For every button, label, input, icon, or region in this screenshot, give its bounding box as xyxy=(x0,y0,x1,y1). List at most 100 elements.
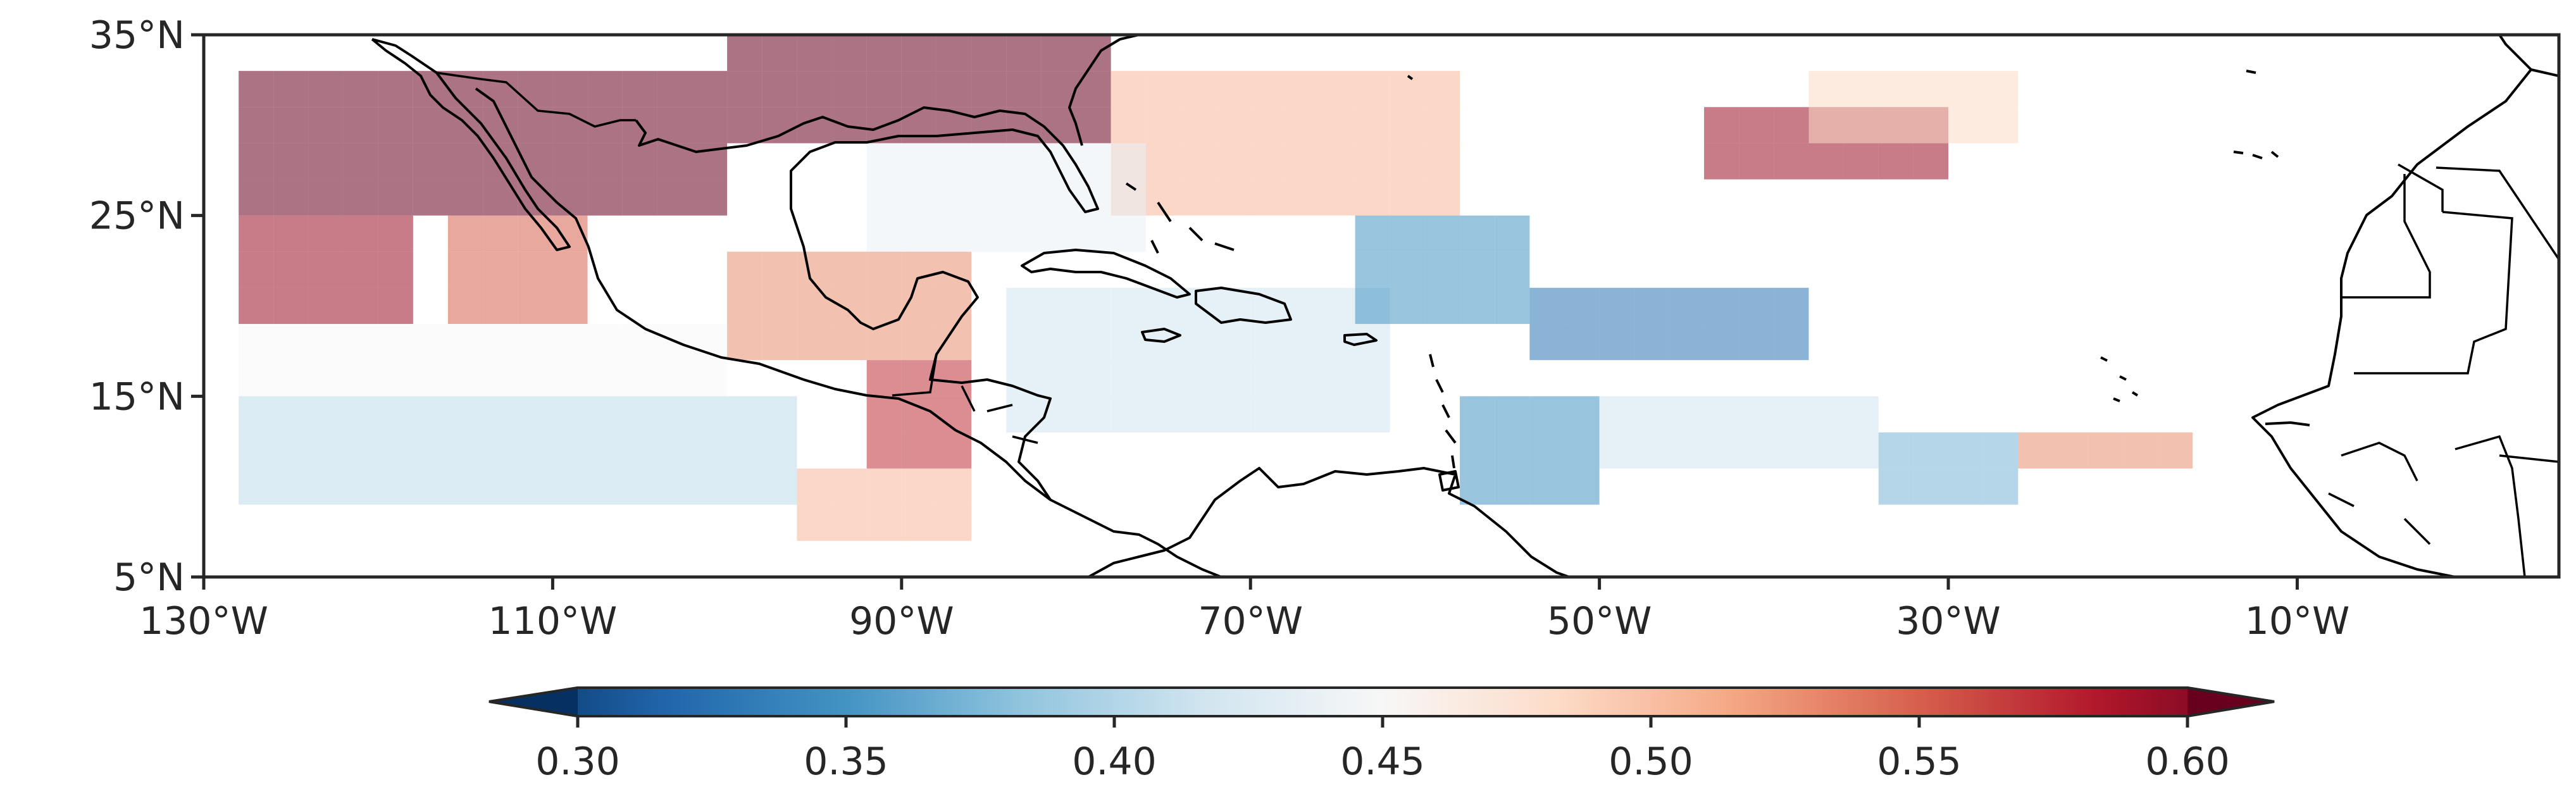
heatmap-cell xyxy=(797,287,832,325)
heatmap-cell xyxy=(1599,324,1634,361)
heatmap-cell xyxy=(1180,71,1216,108)
heatmap-cell xyxy=(622,324,657,361)
heatmap-cell xyxy=(343,251,378,288)
heatmap-cell xyxy=(1529,468,1565,505)
heatmap-cell xyxy=(866,504,902,541)
heatmap-cell xyxy=(831,504,867,541)
heatmap-cell xyxy=(901,432,936,469)
heatmap-cell xyxy=(1808,432,1844,469)
heatmap-cell xyxy=(1250,143,1286,180)
heatmap-cell xyxy=(762,35,797,71)
south-america-coastline xyxy=(1088,467,1570,577)
heatmap-cell xyxy=(1216,179,1251,216)
heatmap-cell xyxy=(378,324,413,361)
heatmap-cell xyxy=(762,324,797,361)
heatmap-cell xyxy=(552,468,588,505)
heatmap-cell xyxy=(797,35,832,71)
colorbar: 0.30 0.35 0.40 0.45 0.50 0.55 0.60 xyxy=(488,686,2275,784)
heatmap-cell xyxy=(831,324,867,361)
puerto-rico-coastline xyxy=(1343,333,1378,346)
data-cells xyxy=(239,35,2193,541)
heatmap-cell xyxy=(308,71,344,108)
heatmap-cell xyxy=(657,360,692,397)
heatmap-cell xyxy=(1704,324,1739,361)
heatmap-cell xyxy=(1285,396,1321,433)
heatmap-cell xyxy=(413,360,448,397)
heatmap-cell xyxy=(1111,360,1146,397)
heatmap-cell xyxy=(1460,396,1495,433)
heatmap-cell xyxy=(378,432,413,469)
heatmap-cell xyxy=(1076,287,1111,325)
heatmap-cell xyxy=(483,396,518,433)
heatmap-cell xyxy=(727,468,762,505)
heatmap-cell xyxy=(1460,215,1495,252)
heatmap-cell xyxy=(692,179,728,216)
heatmap-cell xyxy=(343,215,378,252)
heatmap-cell xyxy=(1145,107,1181,144)
heatmap-cell xyxy=(936,468,972,505)
heatmap-cell xyxy=(1669,287,1705,325)
heatmap-cell xyxy=(1390,215,1425,252)
heatmap-cell xyxy=(936,287,972,325)
heatmap-cell xyxy=(831,35,867,71)
heatmap-cell xyxy=(762,251,797,288)
heatmap-cell xyxy=(1424,71,1460,108)
heatmap-cell xyxy=(622,179,657,216)
us-east-coastline xyxy=(1068,35,1140,146)
heatmap-cell xyxy=(657,432,692,469)
heatmap-cell xyxy=(692,107,728,144)
heatmap-cell xyxy=(901,35,936,71)
heatmap-cell xyxy=(1564,324,1600,361)
heatmap-cell xyxy=(273,468,309,505)
heatmap-cell xyxy=(1913,71,1949,108)
heatmap-cell xyxy=(657,396,692,433)
colorbar-high-extension xyxy=(2187,688,2274,716)
heatmap-cell xyxy=(831,287,867,325)
heatmap-cell xyxy=(971,179,1007,216)
heatmap-cell xyxy=(1180,143,1216,180)
heatmap-cell xyxy=(1634,432,1669,469)
heatmap-cell xyxy=(936,35,972,71)
heatmap-cell xyxy=(1808,396,1844,433)
colorbar-tick-label: 0.45 xyxy=(1340,740,1425,784)
heatmap-cell xyxy=(239,360,274,397)
heatmap-cell xyxy=(762,432,797,469)
heatmap-cell xyxy=(1739,396,1774,433)
heatmap-cell xyxy=(1145,71,1181,108)
y-tick-label: 15°N xyxy=(89,375,185,419)
heatmap-cell xyxy=(1006,179,1042,216)
heatmap-cell xyxy=(1878,432,1913,469)
heatmap-cell xyxy=(343,143,378,180)
heatmap-cell xyxy=(866,251,902,288)
heatmap-cell xyxy=(447,468,483,505)
heatmap-cell xyxy=(1495,396,1530,433)
heatmap-cell xyxy=(1495,468,1530,505)
heatmap-cell xyxy=(2122,432,2158,469)
baja-california-coastline xyxy=(371,38,571,251)
heatmap-cell xyxy=(587,468,623,505)
heatmap-cell xyxy=(308,360,344,397)
heatmap-cell xyxy=(1564,468,1600,505)
heatmap-cell xyxy=(1180,324,1216,361)
heatmap-cell xyxy=(1320,360,1355,397)
colorbar-tick-label: 0.30 xyxy=(535,740,620,784)
heatmap-cell xyxy=(1320,396,1355,433)
heatmap-cell xyxy=(587,71,623,108)
heatmap-cell xyxy=(1634,396,1669,433)
heatmap-cell xyxy=(483,360,518,397)
heatmap-cell xyxy=(343,360,378,397)
heatmap-cell xyxy=(1355,360,1390,397)
heatmap-cell xyxy=(1460,468,1495,505)
colorbar-body xyxy=(488,686,2275,717)
heatmap-cell xyxy=(1076,396,1111,433)
heatmap-cell xyxy=(1913,468,1949,505)
heatmap-cell xyxy=(936,143,972,180)
heatmap-cell xyxy=(1111,324,1146,361)
heatmap-cell xyxy=(343,324,378,361)
heatmap-cell xyxy=(1285,179,1321,216)
heatmap-cell xyxy=(1669,396,1705,433)
guatemala-border xyxy=(892,354,938,397)
heatmap-cell xyxy=(1843,107,1879,144)
heatmap-cell xyxy=(1320,179,1355,216)
